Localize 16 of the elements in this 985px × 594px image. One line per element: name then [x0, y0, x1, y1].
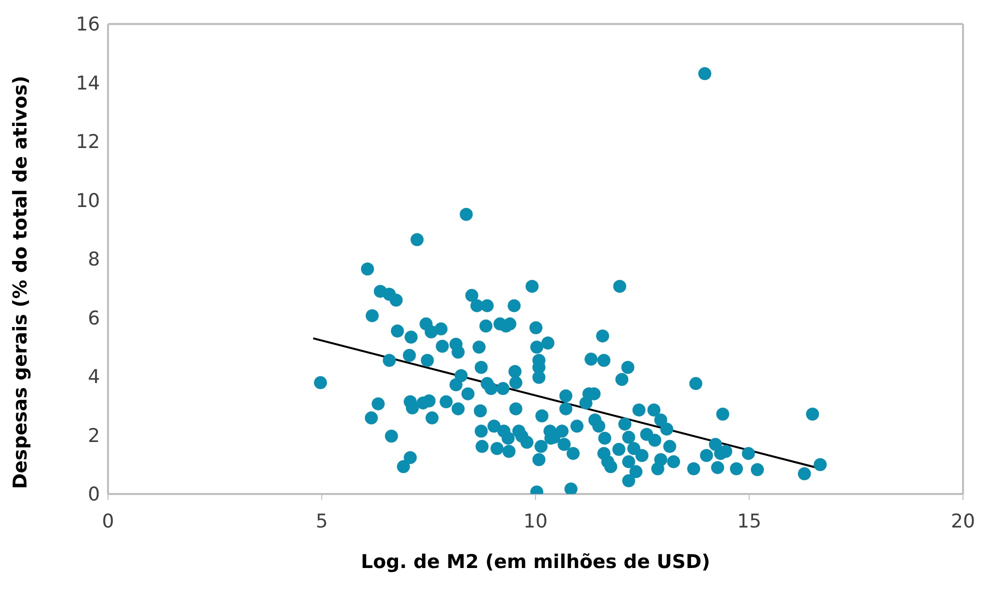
x-tick-label: 20: [950, 510, 976, 532]
y-tick-label: 16: [76, 14, 100, 36]
x-tick-label: 5: [316, 510, 328, 532]
x-axis-title: Log. de M2 (em milhões de USD): [360, 551, 710, 573]
y-tick-label: 0: [88, 484, 100, 506]
y-tick-label: 10: [76, 190, 100, 212]
y-tick-label: 6: [88, 307, 100, 330]
x-tick-label: 10: [523, 510, 548, 532]
y-axis-title: Despesas gerais (% do total de ativos): [10, 76, 32, 489]
y-tick-label: 2: [88, 424, 100, 447]
x-tick-label: 0: [102, 510, 114, 532]
x-tick-label: 15: [737, 510, 762, 532]
y-tick-label: 4: [88, 366, 100, 388]
y-tick-label: 14: [76, 72, 100, 94]
y-tick-label: 8: [88, 248, 100, 271]
y-tick-label: 12: [76, 131, 100, 154]
